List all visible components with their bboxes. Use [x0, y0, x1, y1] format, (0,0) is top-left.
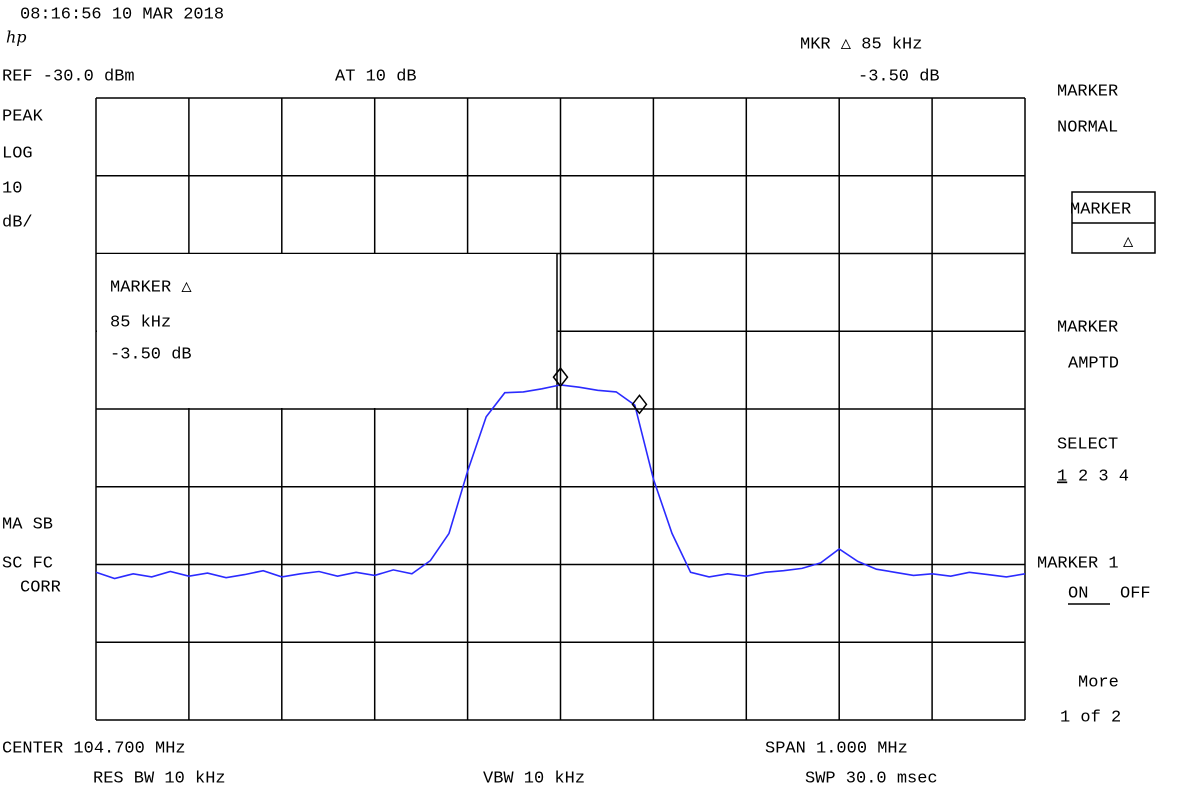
status: CORR	[20, 578, 61, 597]
softkey[interactable]: MARKER 1 ON OFF	[1037, 554, 1151, 605]
softkey-label[interactable]: 1	[1057, 467, 1067, 486]
softkey[interactable]: More 1 of 2	[1060, 673, 1121, 727]
resolution-bandwidth: RES BW 10 kHz	[93, 769, 226, 788]
marker	[552, 366, 569, 388]
logo: hp	[6, 28, 27, 47]
softkey-label[interactable]: MARKER	[1057, 82, 1118, 101]
scale: LOG	[2, 144, 33, 163]
graticule	[95, 97, 1026, 721]
marker	[631, 394, 648, 415]
plot	[95, 253, 1026, 580]
softkey[interactable]: MARKER △	[1070, 191, 1156, 254]
detector: PEAK	[2, 107, 44, 126]
softkey[interactable]: MARKER AMPTD	[1057, 318, 1119, 373]
softkey[interactable]: MARKER NORMAL	[1057, 82, 1118, 137]
softkey-label[interactable]: 1 of 2	[1060, 708, 1121, 727]
span: SPAN 1.000 MHz	[765, 739, 908, 758]
reference-level: REF -30.0 dBm	[2, 67, 135, 86]
status: MA SB	[2, 515, 53, 534]
video-bandwidth: VBW 10 kHz	[483, 769, 585, 788]
softkey-label[interactable]: AMPTD	[1068, 354, 1119, 373]
attenuation: AT 10 dB	[335, 67, 417, 86]
softkey-label[interactable]: △	[1123, 233, 1134, 252]
timestamp: 08:16:56 10 MAR 2018	[20, 5, 224, 24]
marker-readout: MKR △ 85 kHz	[800, 35, 922, 54]
softkey-label[interactable]: MARKER	[1057, 318, 1118, 337]
center-frequency: CENTER 104.700 MHz	[2, 739, 186, 758]
softkey-label[interactable]: ON	[1068, 584, 1088, 603]
softkey-label[interactable]: 2 3 4	[1078, 467, 1129, 486]
softkey-label[interactable]: OFF	[1120, 584, 1151, 603]
marker-box-bg	[97, 254, 557, 408]
marker-box-text: 85 kHz	[110, 313, 171, 332]
sweep-time: SWP 30.0 msec	[805, 769, 938, 788]
scale: 10	[2, 179, 22, 198]
marker-delta: -3.50 dB	[858, 67, 940, 86]
trace	[95, 384, 1026, 580]
softkey-label[interactable]: More	[1078, 673, 1119, 692]
softkey-label[interactable]: SELECT	[1057, 435, 1118, 454]
softkey-label[interactable]: MARKER 1	[1037, 554, 1119, 573]
softkey-label[interactable]: MARKER	[1070, 200, 1131, 219]
softkey-label[interactable]: NORMAL	[1057, 118, 1118, 137]
scale: dB/	[2, 213, 33, 232]
marker-box-text: -3.50 dB	[110, 345, 192, 364]
marker-box-text: MARKER △	[110, 278, 192, 297]
softkey[interactable]: SELECT 1 2 3 4	[1057, 435, 1129, 486]
status: SC FC	[2, 554, 53, 573]
